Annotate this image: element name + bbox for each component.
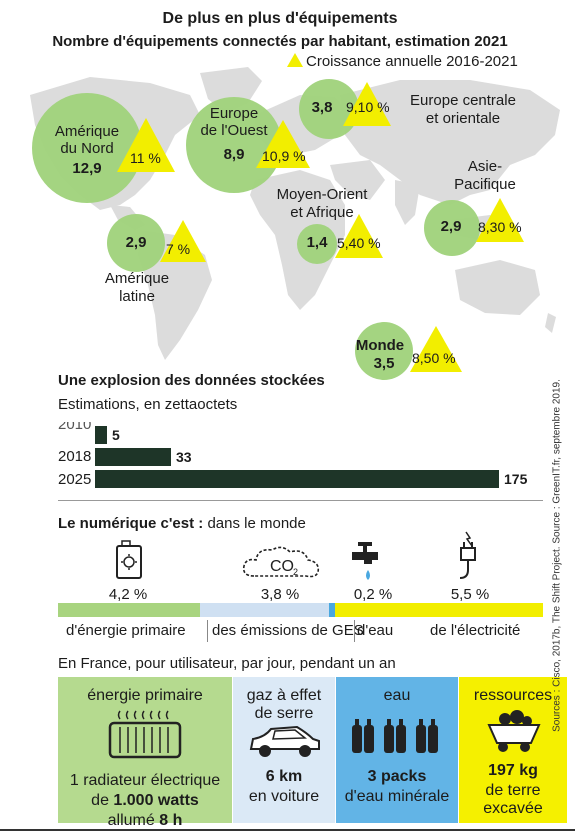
- bar-label-2018: 33: [176, 449, 192, 465]
- pct-energy: 4,2 %: [108, 586, 148, 603]
- strip-electricity: [335, 603, 543, 617]
- divider: [58, 500, 543, 501]
- value-asia-pacific: 2,9: [440, 218, 462, 235]
- region-label-asia-pacific: Asie- Pacifique: [454, 158, 516, 193]
- region-label-latin-america: Amérique latine: [104, 270, 170, 305]
- legend-growth-label: Croissance annuelle 2016-2021: [306, 53, 518, 70]
- faucet-icon: [352, 542, 378, 580]
- strip-energy: [58, 603, 200, 617]
- year-label-2018: 2018: [58, 448, 92, 465]
- box-ghg-line2: en voiture: [248, 788, 320, 805]
- storage-subtitle: Estimations, en zettaoctets: [58, 396, 238, 413]
- chart-title: De plus en plus d'équipements: [162, 10, 398, 27]
- growth-central-europe: 9,10 %: [346, 99, 390, 115]
- co2-text: CO: [270, 558, 294, 575]
- growth-triangle-central-europe: [343, 82, 391, 126]
- box-primary-energy-line2: de 1.000 watts: [91, 792, 199, 809]
- growth-triangle-north-america: [117, 118, 175, 172]
- region-label-central-europe: Europe centrale et orientale: [410, 92, 516, 127]
- water-bottles-icon: [352, 719, 438, 753]
- box-resources-title: ressources: [473, 687, 553, 704]
- pct-ges: 3,8 %: [260, 586, 300, 603]
- pct-water: 0,2 %: [353, 586, 393, 603]
- growth-triangle-middle-east-africa: [335, 214, 383, 258]
- sources-note: Sources : Cisco, 2017b, The Shift Projec…: [551, 379, 563, 732]
- growth-middle-east-africa: 5,40 %: [337, 235, 381, 251]
- value-north-america: 12,9: [72, 160, 102, 177]
- label-ges: des émissions de GES: [212, 622, 364, 639]
- radiator-icon: [108, 710, 182, 759]
- box-primary-energy: énergie primaire 1 radiateur électrique …: [58, 677, 232, 829]
- storage-chart: 2010 5 2018 33 2025 175: [58, 422, 543, 492]
- strip-water: [329, 603, 335, 617]
- bar-2010: [95, 426, 107, 444]
- label-water: d'eau: [357, 622, 394, 639]
- car-icon: [249, 725, 320, 757]
- chart-subtitle: Nombre d'équipements connectés par habit…: [52, 33, 508, 50]
- box-ghg-title: gaz à effet de serre: [246, 687, 322, 722]
- label-divider-2: [354, 620, 355, 642]
- circle-middle-east-africa: [297, 224, 337, 264]
- circle-asia-pacific: [424, 200, 480, 256]
- box-primary-energy-line1: 1 radiateur électrique: [69, 772, 221, 789]
- mine-cart-icon: [487, 710, 541, 752]
- fuel-barrel-icon: [116, 540, 142, 579]
- growth-western-europe: 10,9 %: [262, 148, 306, 164]
- box-resources-line2: de terre: [485, 782, 541, 799]
- value-middle-east-africa: 1,4: [306, 234, 328, 251]
- box-primary-energy-title: énergie primaire: [87, 687, 203, 704]
- circle-world: [355, 322, 413, 380]
- value-world: 3,5: [373, 355, 395, 372]
- box-resources-line1: 197 kg: [488, 762, 538, 779]
- year-label-2010: 2010: [58, 422, 92, 433]
- bottom-rule: [0, 829, 575, 831]
- box-water-line2: d'eau minérale: [344, 788, 450, 805]
- growth-latin-america: 7 %: [166, 241, 191, 257]
- co2-subscript: 2: [293, 567, 298, 577]
- bar-2025: [95, 470, 499, 488]
- year-label-2025: 2025: [58, 471, 92, 488]
- label-energy: d'énergie primaire: [66, 622, 186, 639]
- bar-label-2025: 175: [504, 471, 528, 487]
- box-water-title: eau: [383, 687, 411, 704]
- box-water: eau 3 packs d'eau minérale: [336, 677, 458, 823]
- growth-triangle-western-europe: [256, 120, 310, 168]
- strip-ges: [200, 603, 329, 617]
- circle-central-europe: [299, 79, 359, 139]
- box-primary-energy-line3: allumé 8 h: [107, 812, 183, 829]
- growth-triangle-asia-pacific: [476, 198, 524, 242]
- region-label-western-europe: Europe de l'Ouest: [200, 105, 268, 139]
- box-water-line1: 3 packs: [367, 768, 427, 785]
- circle-latin-america: [107, 214, 165, 272]
- growth-triangle-latin-america: [160, 220, 206, 262]
- growth-asia-pacific: 8,30 %: [478, 219, 522, 235]
- box-ghg: gaz à effet de serre 6 km en voiture: [233, 677, 335, 823]
- pct-electricity: 5,5 %: [450, 586, 490, 603]
- plug-icon: [459, 531, 476, 579]
- value-western-europe: 8,9: [223, 146, 245, 163]
- numerique-heading: Le numérique c'est : dans le monde: [58, 515, 306, 532]
- box-resources: ressources 197 kg de terre excavée: [459, 677, 567, 823]
- box-resources-line3: excavée: [483, 800, 543, 817]
- growth-triangle-world: [410, 326, 462, 372]
- circle-western-europe: [186, 97, 282, 193]
- region-label-middle-east-africa: Moyen-Orient et Afrique: [276, 186, 368, 221]
- region-label-north-america: Amérique du Nord: [54, 123, 120, 157]
- co2-cloud-icon: CO 2: [242, 546, 320, 578]
- value-latin-america: 2,9: [125, 234, 147, 251]
- storage-title: Une explosion des données stockées: [58, 372, 325, 389]
- box-ghg-line1: 6 km: [265, 768, 303, 785]
- france-intro: En France, pour utilisateur, par jour, p…: [58, 655, 396, 672]
- growth-north-america: 11 %: [130, 150, 161, 166]
- label-divider-1: [207, 620, 208, 642]
- circle-north-america: [32, 93, 142, 203]
- bar-label-2010: 5: [112, 427, 120, 443]
- bar-2018: [95, 448, 171, 466]
- label-electricity: de l'électricité: [430, 622, 521, 639]
- value-central-europe: 3,8: [311, 99, 333, 116]
- growth-world: 8,50 %: [412, 350, 456, 366]
- region-label-world: Monde: [355, 337, 405, 354]
- legend-triangle-icon: [286, 52, 304, 73]
